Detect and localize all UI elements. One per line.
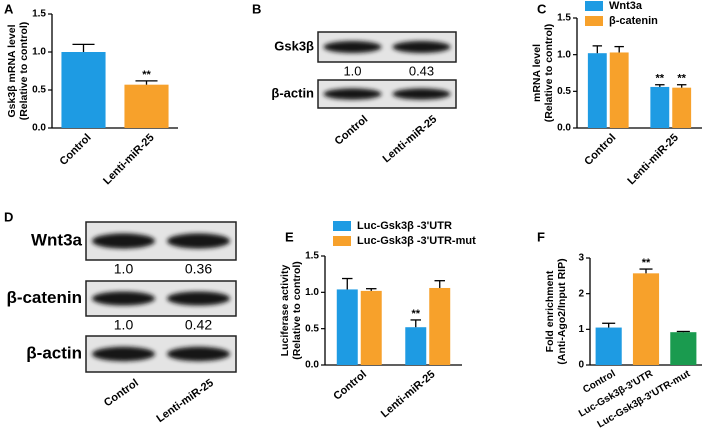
legend-swatch — [333, 221, 351, 231]
band-quantity: 1.0 — [343, 63, 361, 78]
y-axis-label: Fold enrichment — [544, 270, 556, 352]
y-tick-label: 1.5 — [557, 13, 571, 24]
bar — [336, 289, 358, 365]
lane-label: Control — [333, 113, 371, 147]
bar — [61, 52, 106, 128]
bar — [650, 86, 670, 128]
y-tick-label: 1 — [578, 324, 584, 335]
y-axis-label: (Relative to control) — [291, 261, 303, 360]
blot-band — [92, 233, 155, 249]
y-tick-label: 0.0 — [305, 360, 319, 371]
lane-label: Control — [102, 377, 141, 409]
blot-band — [167, 346, 230, 362]
significance: ** — [642, 257, 651, 269]
legend-label: Luc-Gsk3β -3'UTR-mut — [357, 235, 476, 247]
y-tick-label: 0.5 — [32, 85, 46, 96]
y-tick-label: 3 — [578, 253, 584, 264]
band-quantity: 1.0 — [114, 317, 134, 333]
bar — [670, 332, 697, 365]
legend-label: Luc-Gsk3β -3'UTR — [357, 220, 452, 232]
blot-row-label: Wnt3a — [31, 230, 83, 249]
x-tick-label: Lenti-miR-25 — [379, 368, 438, 420]
legend-swatch — [585, 1, 603, 11]
blot-band — [323, 88, 382, 100]
legend-swatch — [585, 16, 603, 26]
blot-band — [323, 41, 382, 53]
bar — [632, 273, 660, 365]
x-tick-label: Lenti-miR-25 — [625, 132, 681, 188]
panel-letter: E — [285, 229, 294, 244]
y-axis-label: (Relative to control) — [18, 22, 30, 121]
y-tick-label: 1.0 — [557, 49, 571, 60]
significance: ** — [656, 73, 665, 85]
significance: ** — [142, 69, 151, 81]
significance: ** — [677, 73, 686, 85]
y-tick-label: 0.0 — [557, 123, 571, 134]
legend-swatch — [333, 236, 351, 246]
lane-label: Lenti-miR-25 — [154, 377, 215, 425]
blot-band — [167, 233, 230, 249]
x-tick-label: Control — [331, 368, 369, 402]
bar — [124, 84, 169, 128]
blot-band — [167, 291, 230, 306]
y-axis-label: mRNA level — [531, 44, 543, 102]
bar — [672, 87, 692, 128]
y-axis-label: Luciferase activity — [279, 265, 291, 357]
blot-row-label: β-actin — [271, 85, 314, 100]
y-tick-label: 0.5 — [305, 323, 319, 334]
y-tick-label: 0.0 — [32, 123, 46, 134]
band-quantity: 1.0 — [114, 261, 134, 277]
significance: ** — [411, 308, 420, 320]
lane-label: Lenti-miR-25 — [381, 113, 440, 165]
blot-row-label: β-actin — [26, 343, 82, 362]
y-tick-label: 1.5 — [305, 251, 319, 262]
blot-band — [92, 291, 155, 306]
panel-letter: B — [252, 1, 261, 16]
x-tick-label: Lenti-miR-25 — [101, 132, 157, 188]
blot-row-label: β-catenin — [6, 288, 82, 307]
legend-label: Wnt3a — [609, 0, 643, 12]
bar — [405, 327, 427, 365]
bar — [360, 290, 382, 365]
legend-label: β-catenin — [609, 15, 658, 27]
blot-row-label: Gsk3β — [274, 38, 314, 53]
y-tick-label: 0 — [578, 360, 584, 371]
band-quantity: 0.42 — [185, 317, 212, 333]
bar — [609, 52, 629, 128]
bar — [587, 53, 607, 129]
blot-band — [92, 346, 155, 362]
y-tick-label: 2 — [578, 288, 584, 299]
blot-band — [392, 88, 451, 100]
panel-letter: D — [4, 209, 13, 224]
y-axis-label: Gsk3β mRNA level — [6, 24, 18, 117]
x-tick-label: Control — [582, 132, 618, 168]
band-quantity: 0.43 — [409, 63, 434, 78]
y-axis-label: (Anti-Ago2/Input RIP) — [556, 258, 568, 364]
bar — [429, 287, 451, 365]
blot-band — [392, 41, 451, 53]
panel-letter: F — [537, 229, 545, 244]
bar — [595, 327, 622, 365]
y-tick-label: 1.0 — [305, 287, 319, 298]
panel-letter: A — [4, 1, 14, 16]
y-tick-label: 0.5 — [557, 86, 571, 97]
y-tick-label: 1.5 — [32, 9, 46, 20]
y-axis-label: (Relative to control) — [543, 24, 555, 123]
band-quantity: 0.36 — [185, 261, 212, 277]
x-tick-label: Control — [58, 132, 94, 168]
y-tick-label: 1.0 — [32, 47, 46, 58]
panel-letter: C — [537, 1, 547, 16]
